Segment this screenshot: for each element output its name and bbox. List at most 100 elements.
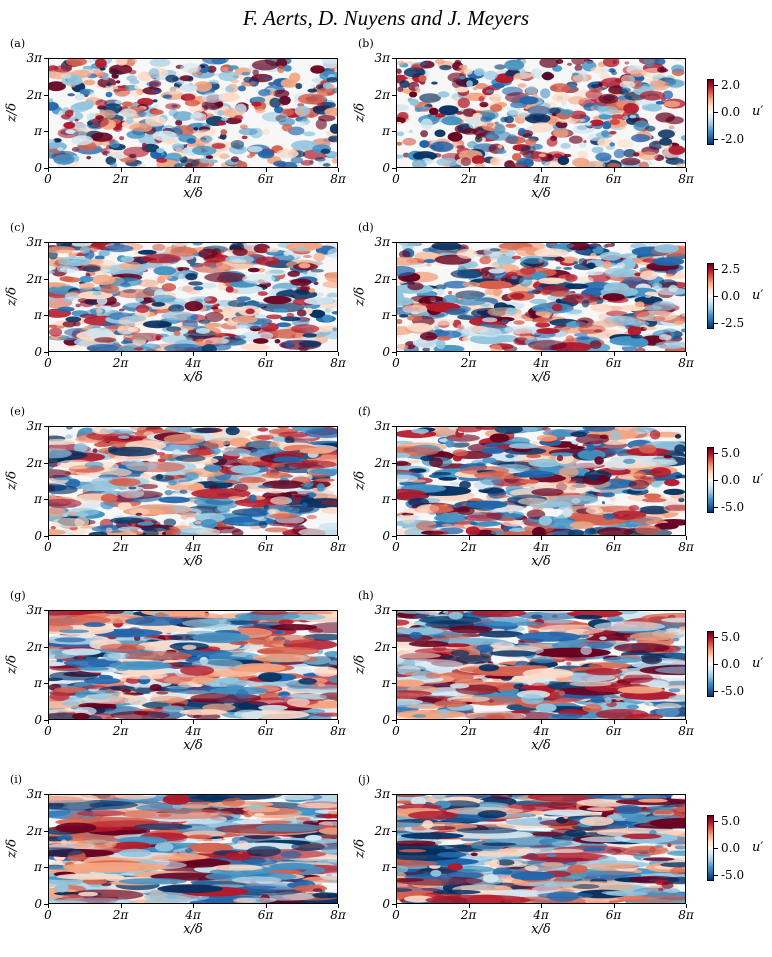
flow-structure: [113, 152, 126, 159]
flow-structure: [105, 429, 134, 434]
flow-structure: [155, 336, 160, 341]
flow-structure: [527, 291, 537, 294]
flow-structure: [108, 447, 157, 457]
x-tick-mark: [614, 352, 615, 356]
flow-structure: [92, 448, 97, 453]
flow-structure: [255, 257, 280, 266]
x-tick-mark: [48, 536, 49, 540]
y-tick-mark: [44, 794, 48, 795]
flow-structure: [225, 86, 234, 93]
flow-structure: [267, 510, 276, 514]
flow-structure: [456, 655, 492, 664]
subplot-label: (b): [358, 37, 374, 50]
flow-structure: [315, 157, 326, 161]
flow-structure: [664, 652, 685, 658]
flow-structure: [488, 268, 505, 273]
y-tick-label: 3π: [18, 236, 42, 248]
flow-structure: [60, 266, 79, 273]
flow-structure: [600, 68, 610, 73]
flow-structure: [256, 435, 274, 440]
x-tick-mark: [121, 720, 122, 724]
flow-structure: [623, 116, 628, 120]
x-tick-mark: [541, 536, 542, 540]
flow-structure: [211, 448, 221, 455]
flow-structure: [445, 440, 454, 448]
flow-structure: [664, 101, 680, 107]
flow-structure: [253, 338, 269, 344]
flow-structure: [285, 340, 294, 348]
flow-structure: [237, 840, 249, 848]
flow-structure: [278, 432, 308, 438]
flow-structure: [287, 271, 300, 277]
x-tick-label: 2π: [104, 357, 138, 369]
flow-structure: [225, 853, 252, 860]
flow-structure: [539, 516, 553, 526]
flow-structure: [438, 91, 450, 97]
flow-structure: [323, 82, 332, 89]
flow-structure: [52, 326, 64, 329]
flow-structure: [552, 93, 570, 102]
flow-structure: [149, 80, 161, 87]
flow-structure: [619, 89, 629, 95]
flow-structure: [434, 700, 467, 707]
x-tick-mark: [614, 536, 615, 540]
flow-structure: [402, 514, 416, 523]
flow-structure: [640, 270, 658, 280]
flow-structure: [224, 480, 236, 483]
colorbar-tick-mark: [714, 85, 718, 86]
y-tick-mark: [392, 131, 396, 132]
flow-structure: [62, 648, 101, 655]
y-tick-mark: [392, 58, 396, 59]
flow-structure: [215, 254, 224, 259]
flow-structure: [73, 102, 93, 110]
x-tick-mark: [396, 720, 397, 724]
y-tick-label: 3π: [18, 604, 42, 616]
flow-structure: [406, 61, 414, 64]
flow-structure: [179, 482, 194, 486]
flow-structure: [113, 630, 145, 635]
flow-structure: [479, 102, 488, 107]
flow-structure: [496, 495, 510, 498]
x-tick-mark: [469, 536, 470, 540]
y-axis-label: z/δ: [353, 645, 368, 685]
flow-structure: [239, 128, 258, 135]
flow-structure: [75, 691, 87, 698]
flow-structure: [409, 91, 417, 97]
y-tick-label: 2π: [366, 641, 390, 653]
flow-structure: [65, 434, 73, 439]
flow-structure: [490, 248, 501, 251]
y-tick-mark: [392, 499, 396, 500]
flow-structure: [290, 278, 311, 285]
flow-structure: [94, 442, 110, 447]
flow-structure: [185, 99, 200, 106]
flow-structure: [115, 101, 122, 104]
colorbar-tick-label: -2.5: [721, 317, 744, 329]
flow-structure: [119, 136, 124, 140]
x-tick-label: 4π: [176, 725, 210, 737]
flow-structure: [511, 276, 517, 280]
flow-structure: [204, 272, 247, 283]
flow-structure: [645, 126, 655, 132]
flow-structure: [642, 656, 662, 665]
flow-structure: [628, 325, 642, 336]
velocity-field: [49, 243, 337, 351]
flow-structure: [205, 340, 213, 345]
y-tick-mark: [392, 315, 396, 316]
flow-structure: [49, 671, 97, 680]
flow-structure: [287, 507, 300, 514]
flow-structure: [235, 103, 247, 113]
flow-structure: [61, 839, 67, 845]
flow-structure: [86, 156, 91, 160]
flow-structure: [658, 129, 675, 138]
flow-structure: [634, 310, 650, 317]
flow-structure: [419, 93, 441, 102]
flow-structure: [291, 324, 319, 333]
flow-structure: [138, 110, 147, 117]
flow-structure: [258, 248, 267, 253]
flow-structure: [209, 438, 243, 445]
flow-structure: [60, 74, 71, 79]
